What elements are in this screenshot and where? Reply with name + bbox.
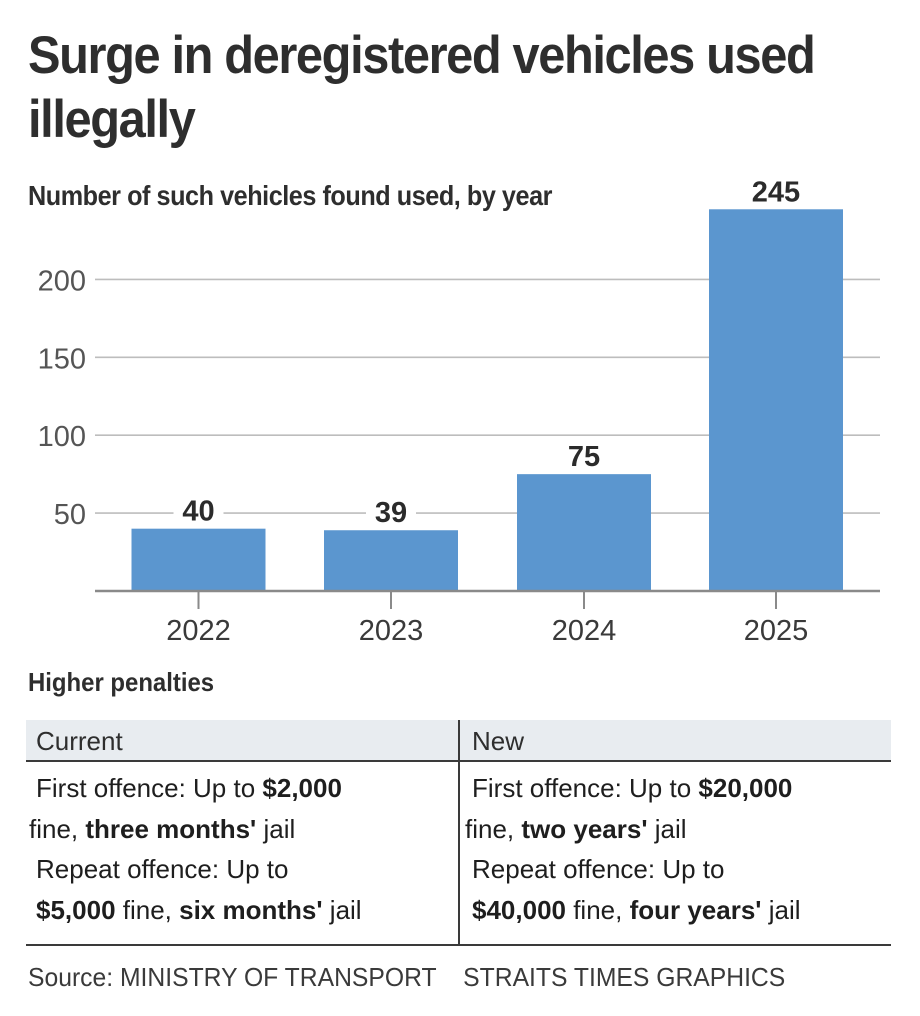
data-label: 245 (752, 176, 800, 208)
data-label-background (742, 173, 810, 206)
bar-2024 (517, 474, 651, 591)
x-axis: 2022 2023 2024 2025 (95, 589, 880, 647)
new-first-offence: First offence: Up to $20,000 fine, two y… (465, 768, 892, 849)
header-current: Current (36, 726, 123, 756)
data-label: 40 (182, 496, 214, 528)
data-label: 75 (568, 441, 600, 473)
text: fine, (465, 813, 522, 844)
bar-2023 (324, 530, 458, 591)
y-tick-label: 100 (38, 421, 86, 453)
text: fine, (29, 813, 86, 844)
data-label-background (559, 438, 609, 471)
text: First offence: Up to (36, 773, 263, 803)
text: jail (322, 894, 362, 925)
data-label-background (173, 492, 224, 525)
jail-term: four years' (629, 894, 762, 925)
text: jail (647, 813, 687, 844)
y-axis-ticks: 50 100 150 200 (38, 265, 86, 531)
text: First offence: Up to (472, 773, 699, 803)
fine-amount: $2,000 (262, 773, 342, 803)
jail-term: three months' (85, 813, 257, 844)
jail-term: six months' (179, 894, 323, 925)
x-tick-label: 2022 (166, 615, 231, 647)
text: Repeat offence: Up to (472, 854, 725, 884)
bar-2022 (131, 528, 266, 591)
fine-amount: $40,000 (472, 894, 566, 925)
current-first-offence: First offence: Up to $2,000 fine, three … (29, 768, 456, 849)
penalties-table: Current New First offence: Up to $2,000 … (26, 720, 891, 946)
y-tick-label: 200 (38, 265, 86, 297)
text: fine, (115, 894, 180, 925)
x-tick-label: 2023 (359, 615, 424, 647)
fine-amount: $5,000 (36, 894, 116, 925)
jail-term: two years' (521, 813, 648, 844)
new-penalties-cell: First offence: Up to $20,000 fine, two y… (465, 768, 892, 930)
penalties-heading: Higher penalties (28, 667, 215, 697)
chart-title: Surge in deregistered vehicles used ille… (28, 26, 816, 149)
y-tick-label: 150 (38, 343, 86, 375)
text: fine, (565, 894, 630, 925)
data-label: 39 (375, 497, 407, 529)
text: jail (256, 813, 296, 844)
source-text: Source: MINISTRY OF TRANSPORT (28, 962, 437, 992)
x-tick-label: 2025 (744, 615, 809, 647)
current-penalties-cell: First offence: Up to $2,000 fine, three … (29, 768, 456, 930)
credit-text: STRAITS TIMES GRAPHICS (463, 962, 786, 992)
new-repeat-offence: Repeat offence: Up to $40,000 fine, four… (472, 849, 892, 930)
chart-subtitle: Number of such vehicles found used, by y… (28, 180, 552, 211)
data-labels: 40 39 75 245 (173, 173, 810, 529)
bar-chart: 50 100 150 200 40 39 75 245 2022 2023 2024 2025 (38, 173, 880, 647)
footer: Source: MINISTRY OF TRANSPORT STRAITS TIM… (28, 962, 785, 993)
y-tick-label: 50 (54, 499, 86, 531)
data-label-background (366, 494, 416, 527)
text: Repeat offence: Up to (36, 854, 289, 884)
current-repeat-offence: Repeat offence: Up to $5,000 fine, six m… (36, 849, 456, 930)
fine-amount: $20,000 (698, 773, 793, 803)
x-tick-label: 2024 (552, 615, 617, 647)
bar-2025 (709, 209, 843, 591)
column-divider (458, 720, 460, 944)
header-new: New (472, 726, 525, 756)
text: jail (761, 894, 801, 925)
bars (131, 209, 843, 591)
